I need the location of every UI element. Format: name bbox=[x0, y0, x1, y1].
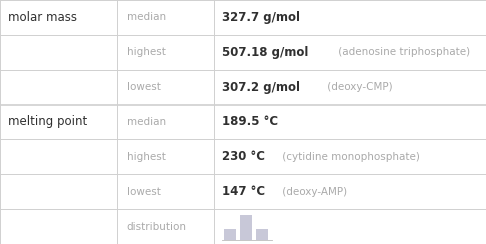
Bar bbox=[256, 229, 268, 240]
Text: 307.2 g/mol: 307.2 g/mol bbox=[222, 81, 300, 94]
Text: (deoxy-AMP): (deoxy-AMP) bbox=[279, 187, 347, 197]
Text: lowest: lowest bbox=[127, 187, 160, 197]
Text: 230 °C: 230 °C bbox=[222, 150, 265, 163]
Bar bbox=[240, 215, 252, 240]
Text: highest: highest bbox=[127, 47, 166, 57]
Text: (adenosine triphosphate): (adenosine triphosphate) bbox=[335, 47, 470, 57]
Bar bbox=[224, 229, 236, 240]
Text: (deoxy-CMP): (deoxy-CMP) bbox=[325, 82, 393, 92]
Text: molar mass: molar mass bbox=[8, 11, 77, 24]
Text: highest: highest bbox=[127, 152, 166, 162]
Text: median: median bbox=[127, 117, 166, 127]
Text: 147 °C: 147 °C bbox=[222, 185, 265, 198]
Text: median: median bbox=[127, 12, 166, 22]
Text: 507.18 g/mol: 507.18 g/mol bbox=[222, 46, 308, 59]
Text: 189.5 °C: 189.5 °C bbox=[222, 115, 278, 129]
Text: (cytidine monophosphate): (cytidine monophosphate) bbox=[279, 152, 420, 162]
Text: melting point: melting point bbox=[8, 115, 87, 129]
Text: lowest: lowest bbox=[127, 82, 160, 92]
Text: distribution: distribution bbox=[127, 222, 187, 232]
Text: 327.7 g/mol: 327.7 g/mol bbox=[222, 11, 300, 24]
